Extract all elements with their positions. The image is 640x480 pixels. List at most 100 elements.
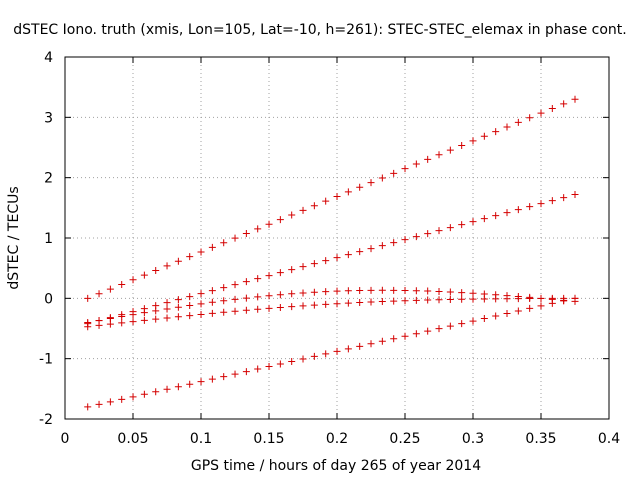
data-point <box>367 340 375 348</box>
data-point <box>401 332 409 340</box>
data-point <box>231 370 239 378</box>
data-point <box>458 289 466 297</box>
data-point <box>356 183 364 191</box>
data-point <box>333 287 341 295</box>
data-point <box>537 302 545 310</box>
data-point <box>310 260 318 268</box>
data-point <box>492 128 500 136</box>
series-sat-a <box>84 95 579 302</box>
data-point <box>458 221 466 229</box>
data-point <box>458 320 466 328</box>
data-point <box>367 298 375 306</box>
data-point <box>424 230 432 238</box>
axis-ticks: 0 0.05 0.1 0.15 0.2 0.25 0.3 0.35 0.4 -2 -1 0 1 2 3 4 <box>39 50 620 447</box>
data-point <box>276 360 284 368</box>
data-point <box>106 320 114 328</box>
data-point <box>265 272 273 280</box>
data-point <box>242 368 250 376</box>
data-point <box>152 315 160 323</box>
data-point <box>197 248 205 256</box>
x-tick-label: 0.35 <box>525 431 556 447</box>
data-point <box>322 288 330 296</box>
x-tick-label: 0.1 <box>190 431 212 447</box>
data-point <box>118 280 126 288</box>
data-point <box>548 104 556 112</box>
data-point <box>322 300 330 308</box>
data-point <box>492 295 500 303</box>
data-point <box>469 317 477 325</box>
y-tick-label: 2 <box>44 171 53 187</box>
data-point <box>95 400 103 408</box>
data-point <box>537 200 545 208</box>
data-point <box>140 390 148 398</box>
data-point <box>322 257 330 265</box>
data-point <box>401 297 409 305</box>
data-point <box>174 296 182 304</box>
series-sat-b <box>84 191 579 328</box>
data-point <box>526 295 534 303</box>
data-point <box>378 298 386 306</box>
data-point <box>424 155 432 163</box>
data-point <box>424 327 432 335</box>
data-point <box>220 308 228 316</box>
data-point <box>378 337 386 345</box>
data-point <box>152 307 160 315</box>
data-point <box>152 388 160 396</box>
data-point <box>163 385 171 393</box>
data-point <box>458 295 466 303</box>
data-point <box>356 342 364 350</box>
data-point <box>548 197 556 205</box>
data-point <box>186 312 194 320</box>
data-point <box>242 278 250 286</box>
data-point <box>152 267 160 275</box>
y-tick-label: -2 <box>39 412 53 428</box>
data-point <box>208 309 216 317</box>
data-point <box>378 286 386 294</box>
data-point <box>390 297 398 305</box>
data-point <box>480 295 488 303</box>
data-point <box>333 347 341 355</box>
data-point <box>129 318 137 326</box>
data-point <box>333 192 341 200</box>
data-point <box>356 248 364 256</box>
data-point <box>254 275 262 283</box>
data-point <box>480 315 488 323</box>
data-point <box>299 263 307 271</box>
series-sat-d <box>84 286 579 326</box>
data-point <box>435 287 443 295</box>
data-point <box>424 296 432 304</box>
data-point <box>390 239 398 247</box>
data-point <box>412 233 420 241</box>
y-tick-label: 0 <box>44 291 53 307</box>
data-point <box>310 352 318 360</box>
y-axis-label: dSTEC / TECUs <box>6 186 22 289</box>
data-point <box>378 242 386 250</box>
data-point <box>401 286 409 294</box>
series-sat-c <box>84 294 579 411</box>
data-point <box>412 330 420 338</box>
data-point <box>356 287 364 295</box>
data-point <box>129 311 137 319</box>
data-point <box>174 383 182 391</box>
data-point <box>254 293 262 301</box>
data-point <box>526 114 534 122</box>
data-point <box>254 225 262 233</box>
data-point <box>344 188 352 196</box>
series-sat-e <box>84 294 579 331</box>
data-point <box>288 303 296 311</box>
data-point <box>220 373 228 381</box>
data-point <box>367 245 375 253</box>
y-tick-label: 4 <box>44 50 53 66</box>
data-point <box>106 285 114 293</box>
data-point <box>514 206 522 214</box>
data-point <box>412 287 420 295</box>
chart-title: dSTEC Iono. truth (xmis, Lon=105, Lat=-1… <box>13 22 626 38</box>
data-point <box>548 294 556 302</box>
data-point <box>220 284 228 292</box>
data-point <box>571 191 579 199</box>
data-point <box>356 299 364 307</box>
y-tick-label: -1 <box>39 352 53 368</box>
data-point <box>174 313 182 321</box>
data-point <box>276 216 284 224</box>
data-point <box>458 142 466 150</box>
